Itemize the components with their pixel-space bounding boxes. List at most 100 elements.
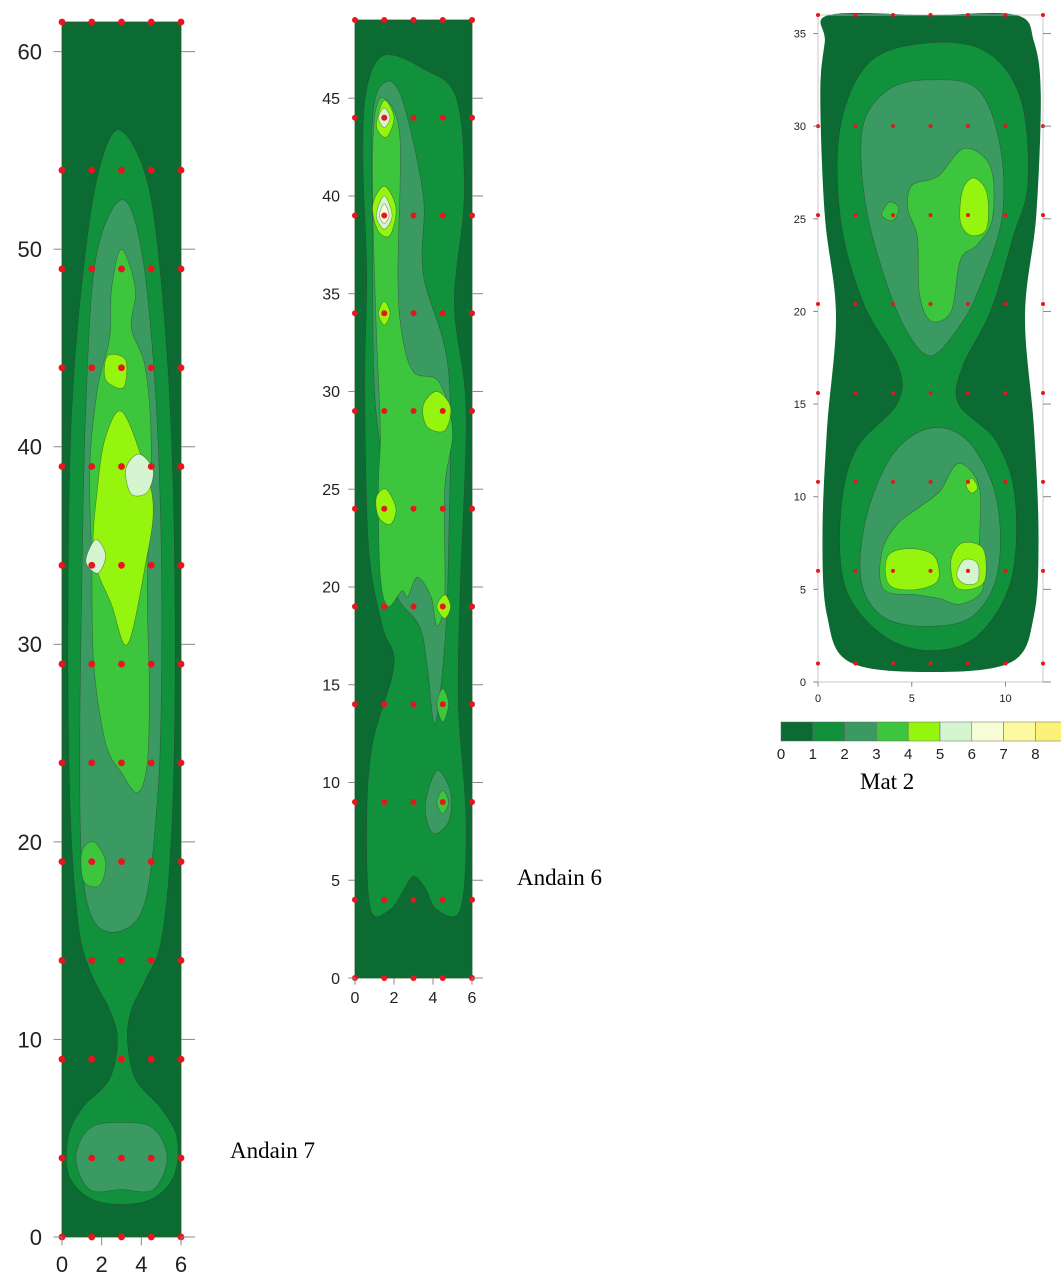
sample-point [88,858,96,866]
y-tick-label: 25 [322,482,340,499]
color-scale-swatch [780,721,814,742]
sample-point [816,661,820,666]
sample-point [469,603,475,610]
y-tick-label: 30 [322,384,340,401]
x-tick-label: 0 [56,1252,68,1277]
sample-point [410,310,417,317]
sample-point [381,114,388,121]
y-tick-label: 25 [794,214,806,226]
sample-point [853,479,858,484]
sample-point [439,975,446,981]
x-tick-label: 4 [135,1252,147,1277]
sample-point [147,364,155,372]
sample-point [966,479,970,484]
sample-point [966,213,970,218]
y-tick-label: 20 [18,830,42,855]
sample-point [118,1055,125,1063]
sample-point [853,302,858,307]
sample-point [177,759,185,767]
sample-point [352,310,358,317]
y-tick-label: 0 [331,971,340,988]
sample-point [58,1055,66,1063]
y-tick-label: 0 [30,1225,42,1250]
y-tick-label: 10 [322,775,340,792]
sample-point [147,18,155,26]
caption-andain-6: Andain 6 [517,865,602,890]
sample-point [147,1154,155,1162]
y-tick-label: 35 [322,286,340,303]
sample-point [381,603,388,610]
sample-point [352,799,358,806]
color-scale-label: 4 [904,746,912,763]
sample-point [410,17,417,23]
sample-point [966,124,970,129]
sample-point [88,957,96,964]
y-tick-label: 50 [18,237,42,262]
color-scale-swatch [876,721,909,742]
sample-point [118,166,125,174]
sample-point [118,1233,125,1241]
sample-point [352,505,358,512]
sample-point [118,660,125,668]
x-tick-label: 6 [468,990,477,1007]
contour-band-level-5 [125,453,154,497]
sample-point [439,701,446,708]
sample-point [118,759,125,767]
sample-point [928,479,933,484]
contour-band-level-4 [959,177,989,237]
sample-point [469,408,475,415]
sample-point [1041,390,1045,395]
sample-point [58,463,66,470]
sample-point [177,957,185,964]
contour-band-level-4 [422,391,452,433]
y-tick-label: 20 [322,580,340,597]
sample-point [1003,13,1008,17]
sample-point [147,561,155,569]
x-tick-label: 0 [815,693,821,705]
sample-point [88,759,96,767]
y-tick-label: 40 [322,189,340,206]
sample-point [1003,568,1008,573]
sample-point [928,13,933,17]
sample-point [853,213,858,218]
sample-point [1041,568,1045,573]
color-scale-swatch [939,721,973,742]
sample-point [118,265,125,273]
color-scale-swatch [844,721,877,742]
sample-point [891,390,895,395]
sample-point [58,18,66,26]
y-tick-label: 15 [794,399,806,411]
sample-point [177,858,185,866]
sample-point [352,603,358,610]
sample-point [1041,661,1045,666]
sample-point [439,408,446,415]
sample-point [147,858,155,866]
sample-point [469,701,475,708]
sample-point [88,463,96,470]
y-tick-label: 60 [18,40,42,65]
sample-point [352,17,358,23]
sample-point [469,896,475,903]
sample-point [966,568,970,573]
x-tick-label: 10 [999,693,1011,705]
sample-point [88,561,96,569]
sample-point [439,603,446,610]
sample-point [816,13,820,17]
contour-band-level-4 [884,548,940,591]
sample-point [891,124,895,129]
sample-point [381,701,388,708]
y-tick-label: 40 [18,435,42,460]
sample-point [853,13,858,17]
sample-point [966,13,970,17]
sample-point [439,505,446,512]
sample-point [1041,13,1045,17]
y-tick-label: 10 [18,1027,42,1052]
sample-point [816,479,820,484]
y-tick-label: 20 [794,306,806,318]
color-scale-swatch [971,721,1004,742]
sample-point [352,701,358,708]
color-scale-label: 6 [968,746,976,763]
sample-point [177,364,185,372]
